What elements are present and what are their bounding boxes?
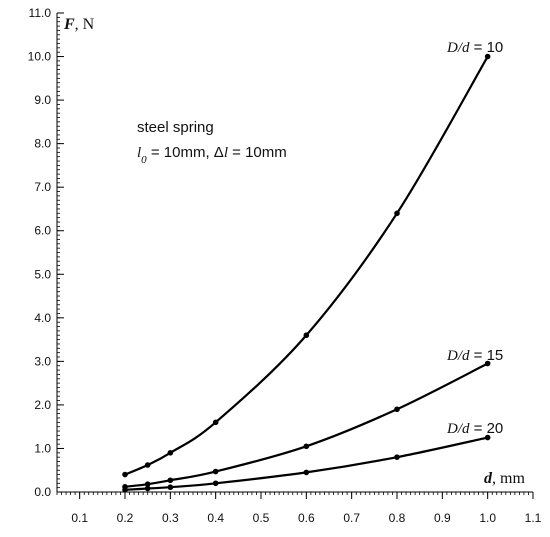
y-tick-label: 5.0 — [34, 267, 51, 281]
y-tick-label: 1.0 — [34, 441, 51, 455]
y-tick-label: 9.0 — [34, 93, 51, 107]
annotation-line-1: steel spring — [137, 119, 214, 136]
series-label-2-value: = 15 — [470, 347, 504, 364]
series-label-1-value: = 10 — [470, 39, 504, 56]
data-point — [484, 434, 491, 441]
x-tick-label: 0.3 — [162, 511, 179, 525]
data-point — [167, 450, 174, 456]
data-point — [484, 360, 491, 367]
data-point — [144, 481, 151, 487]
series-group — [122, 53, 491, 493]
y-axis-unit: , N — [75, 16, 95, 33]
ticks: 0.0 1.0 2.0 3.0 4.0 5.0 6.0 7.0 8.0 9.0 10.0 11.0 0.… — [28, 6, 542, 525]
y-tick-label: 2.0 — [34, 398, 51, 412]
annotation-dl-rest: = 10mm — [228, 144, 287, 161]
data-point — [122, 471, 128, 478]
x-tick-label: 0.8 — [389, 511, 406, 525]
annotation-l-sub: 0 — [141, 154, 147, 166]
y-axis-var: F — [63, 16, 75, 33]
data-point — [394, 210, 400, 217]
x-tick-label: 0.9 — [434, 511, 451, 525]
series-label-1: D/d = 10 — [446, 39, 503, 56]
series-label-2-var: D/d — [446, 348, 470, 364]
x-tick-label: 0.1 — [71, 511, 88, 525]
data-point — [167, 484, 174, 491]
data-point — [167, 477, 174, 484]
y-tick-label: 11.0 — [29, 6, 52, 20]
data-point — [122, 487, 128, 493]
data-point — [212, 468, 219, 475]
y-tick-label: 10.0 — [28, 50, 52, 64]
series-line-2 — [124, 362, 489, 488]
y-tick-label: 6.0 — [34, 224, 51, 238]
y-tick-label: 4.0 — [34, 311, 51, 325]
series-label-2: D/d = 15 — [446, 347, 503, 364]
annotation-dl-symbol: l — [224, 145, 228, 161]
data-point — [212, 480, 219, 487]
x-tick-label: 0.7 — [343, 511, 360, 525]
x-tick-label: 0.6 — [298, 511, 315, 525]
x-tick-label: 0.2 — [117, 511, 134, 525]
y-axis-title: F, N — [63, 16, 95, 33]
annotation-line-2: l0 = 10mm, Δl = 10mm — [137, 144, 287, 166]
data-point — [484, 53, 491, 60]
annotation-delta: Δ — [214, 144, 224, 161]
data-point — [144, 462, 151, 468]
data-point — [394, 406, 400, 413]
x-tick-label: 1.1 — [525, 511, 542, 525]
x-tick-label: 0.4 — [207, 511, 224, 525]
x-tick-label: 0.5 — [253, 511, 270, 525]
data-point — [303, 469, 310, 476]
x-tick-label: 1.0 — [479, 511, 496, 525]
series-label-3-value: = 20 — [470, 420, 504, 437]
x-axis-title: d, mm — [484, 470, 525, 487]
y-tick-label: 7.0 — [34, 180, 51, 194]
data-point — [144, 485, 151, 492]
annotation-l-rest: = 10mm, — [147, 144, 214, 161]
data-point — [212, 419, 219, 426]
series-line-1 — [124, 55, 489, 476]
x-axis-unit: , mm — [492, 470, 525, 487]
data-point — [303, 443, 310, 450]
series-label-3-var: D/d — [446, 421, 470, 437]
x-axis-var: d — [484, 470, 493, 487]
y-tick-label: 3.0 — [34, 354, 51, 368]
data-point — [394, 454, 400, 460]
series-label-3: D/d = 20 — [446, 420, 503, 437]
y-tick-label: 8.0 — [34, 137, 51, 151]
data-point — [303, 332, 310, 339]
y-tick-label: 0.0 — [34, 485, 51, 499]
annotation-l-symbol: l — [137, 145, 141, 161]
series-label-1-var: D/d — [446, 40, 470, 56]
